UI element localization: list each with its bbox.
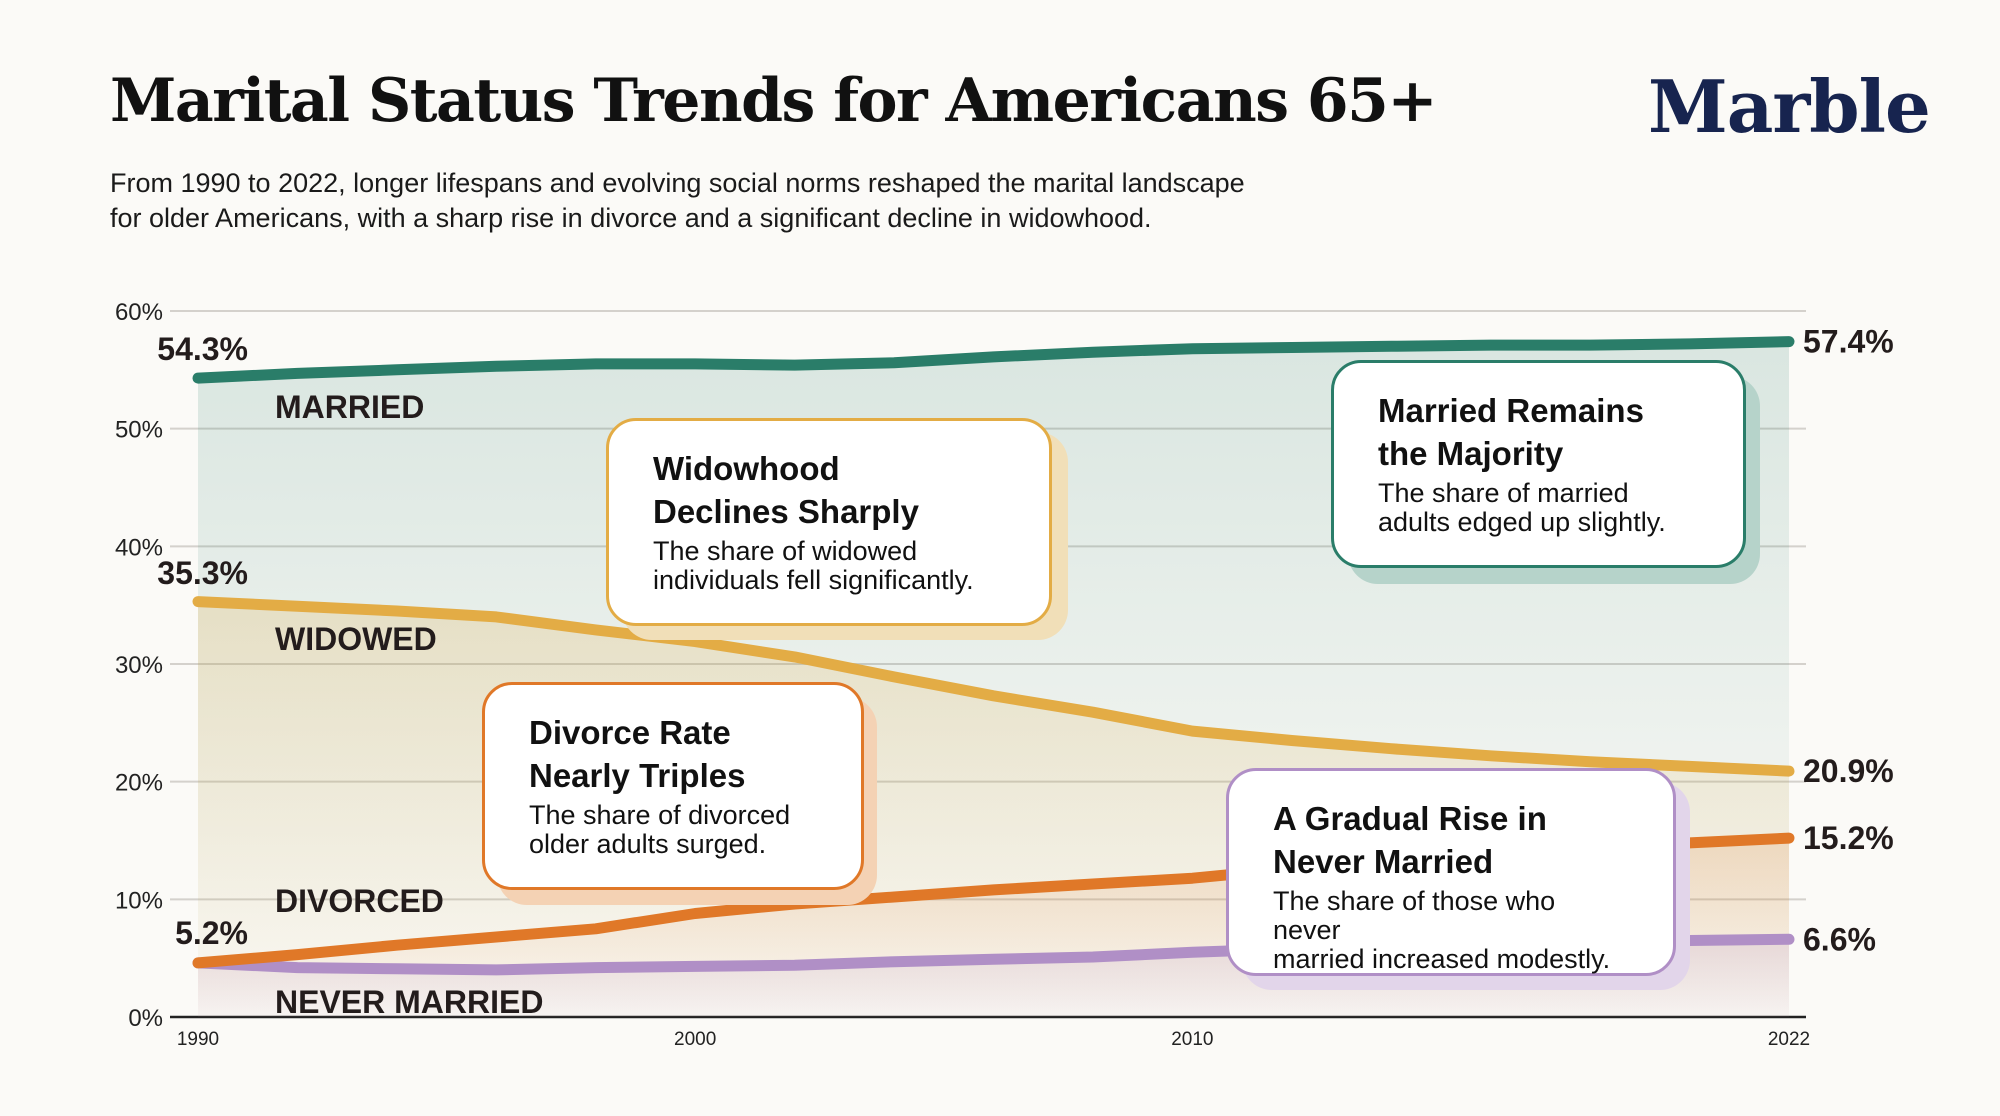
callout-body: The share of those who never married incr… [1273,886,1611,974]
brand-logo: Marble [1648,64,1931,149]
chart-title: Marital Status Trends for Americans 65+ [110,66,1438,136]
start-value-married: 54.3% [157,331,248,367]
x-tick-label: 2000 [674,1029,716,1050]
line-married [192,336,1795,384]
end-value-never-married: 6.6% [1803,921,1876,957]
callout-body: The share of married adults edged up slig… [1378,478,1666,537]
callout-never-married: A Gradual Rise in Never Married The shar… [1226,768,1676,976]
x-tick-label: 1990 [177,1029,219,1050]
callout-body: The share of widowed individuals fell sig… [653,536,974,595]
start-value-divorced: 5.2% [175,915,248,951]
end-value-married: 57.4% [1803,324,1894,360]
callout-title-line: Never Married [1273,843,1494,880]
series-label-divorced: DIVORCED [275,883,444,919]
y-tick-label: 0% [128,1005,163,1032]
chart-subtitle: From 1990 to 2022, longer lifespans and … [110,166,1410,236]
callout-divorce: Divorce Rate Nearly Triples The share of… [482,682,864,890]
end-value-divorced: 15.2% [1803,820,1894,856]
y-tick-label: 10% [115,887,163,914]
y-tick-label: 60% [115,299,163,326]
series-label-never-married: NEVER MARRIED [275,984,543,1020]
line-widowed [192,596,1795,777]
y-tick-label: 30% [115,652,163,679]
callout-title-line: Married Remains [1378,392,1644,429]
callout-title-line: Nearly Triples [529,757,746,794]
callout-title-line: A Gradual Rise in [1273,800,1547,837]
y-tick-label: 40% [115,534,163,561]
y-tick-label: 50% [115,417,163,444]
series-label-married: MARRIED [275,389,424,425]
series-label-widowed: WIDOWED [275,621,437,657]
callout-married: Married Remains the Majority The share o… [1331,360,1746,568]
x-tick-label: 2022 [1768,1029,1810,1050]
callout-widowhood: Widowhood Declines Sharply The share of … [606,418,1052,626]
end-value-widowed: 20.9% [1803,753,1894,789]
subtitle-line: From 1990 to 2022, longer lifespans and … [110,168,1245,198]
subtitle-line: for older Americans, with a sharp rise i… [110,203,1152,233]
callout-title-line: Widowhood [653,450,840,487]
callout-title-line: Divorce Rate [529,714,731,751]
y-tick-label: 20% [115,770,163,797]
callout-title-line: Declines Sharply [653,493,919,530]
callout-body: The share of divorced older adults surged… [529,800,791,859]
start-value-widowed: 35.3% [157,555,248,591]
x-tick-label: 2010 [1171,1029,1213,1050]
callout-title-line: the Majority [1378,435,1564,472]
